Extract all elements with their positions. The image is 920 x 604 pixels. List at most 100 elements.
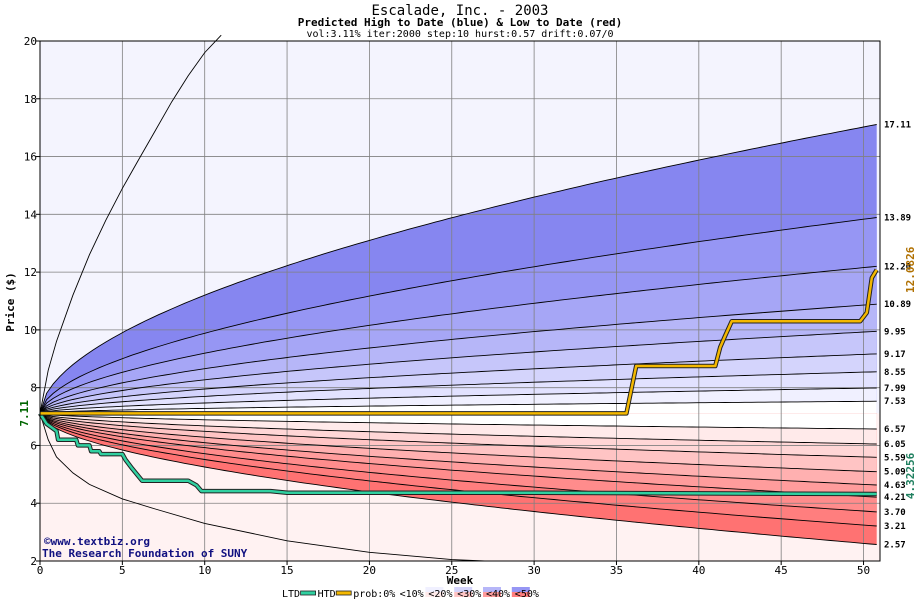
y-tick-label: 16	[24, 151, 37, 164]
x-tick-label: 25	[445, 564, 458, 577]
legend-label: <50%	[515, 589, 539, 600]
legend-item-0: LTD	[282, 589, 300, 600]
x-tick-label: 15	[280, 564, 293, 577]
right-level-label: 9.17	[884, 350, 906, 360]
quantile-line-1	[39, 387, 877, 414]
right-level-label: 4.63	[884, 481, 906, 491]
quantile-line-16	[39, 413, 877, 527]
legend-color-swatch	[483, 592, 501, 597]
legend-color-swatch	[396, 587, 415, 592]
legend-label: LTD	[282, 589, 300, 600]
right-level-label: 12.20	[884, 262, 911, 272]
legend-item-6: <40%	[483, 587, 510, 600]
quantile-line-5	[39, 303, 877, 414]
y-tick-label: 18	[24, 93, 37, 106]
high-to-date-path	[40, 269, 878, 415]
x-tick-label: 20	[363, 564, 376, 577]
legend: LTD HTD prob:0% <10% <20% <30% <40% <50%	[282, 587, 539, 600]
right-level-label: 7.99	[884, 384, 906, 394]
legend-color-swatch	[454, 587, 473, 592]
quantile-line-8	[39, 124, 877, 414]
legend-item-1: HTD	[300, 589, 336, 600]
legend-color-swatch	[425, 587, 444, 592]
right-level-label: 2.57	[884, 541, 906, 551]
end-high-price-label: 12.0826	[904, 246, 917, 293]
legend-label: <10%	[400, 589, 424, 600]
quantile-line-3	[39, 353, 877, 414]
x-axis-label: Week	[447, 574, 474, 587]
legend-color-swatch	[483, 587, 501, 592]
right-level-label: 9.95	[884, 327, 906, 337]
plot-frame	[39, 40, 881, 562]
y-tick-labels: 2 4 6 8 10 12 14 16 18 20	[24, 35, 40, 568]
high-band-0	[40, 401, 877, 414]
y-tick-label: 6	[30, 439, 37, 452]
quantile-line-15	[39, 413, 877, 513]
legend-item-7: <50%	[511, 587, 539, 600]
y-tick-label: 20	[24, 35, 37, 48]
right-level-label: 17.11	[884, 120, 911, 130]
right-level-label: 10.89	[884, 300, 911, 310]
envelope-high-line	[39, 34, 222, 414]
legend-label: <40%	[486, 589, 510, 600]
x-tick-label: 45	[775, 564, 788, 577]
x-tick-label: 50	[857, 564, 870, 577]
legend-color-swatch	[511, 587, 530, 592]
right-level-label: 3.70	[884, 508, 906, 518]
quantile-line-14	[39, 413, 877, 498]
quantile-line-0	[39, 400, 877, 414]
legend-color-swatch	[396, 592, 415, 597]
y-tick-label: 12	[24, 266, 37, 279]
quantile-line-10	[39, 412, 877, 445]
x-tick-labels: 0 5 10 15 20 25 30 35 40 45 50	[37, 561, 870, 577]
end-low-price-label: 4.32256	[904, 452, 917, 499]
x-tick-label: 0	[37, 564, 44, 577]
chart-title: Escalade, Inc. - 2003	[371, 3, 548, 19]
x-tick-label: 40	[692, 564, 705, 577]
y-tick-label: 14	[24, 208, 38, 221]
chart-params: vol:3.11% iter:2000 step:10 hurst:0.57 d…	[306, 29, 613, 40]
y-axis-label: Price ($)	[4, 272, 17, 332]
right-level-labels: 17.11 13.89 12.20 10.89 9.95 9.17 8.55 7.99 7.53…	[884, 120, 911, 550]
right-level-label: 7.53	[884, 397, 906, 407]
quantile-line-12	[39, 413, 877, 473]
legend-item-2: prob:0%	[335, 589, 395, 600]
quantile-line-17	[39, 413, 877, 545]
credit-site: ©www.textbiz.org	[44, 535, 150, 548]
probability-bands	[40, 41, 880, 561]
start-price-label: 7.11	[18, 400, 31, 427]
quantile-line-4	[39, 330, 877, 414]
legend-line-swatch	[300, 590, 317, 596]
y-tick-label: 2	[30, 555, 37, 568]
right-level-label: 5.09	[884, 468, 906, 478]
right-level-label: 6.57	[884, 425, 906, 435]
right-level-label: 8.55	[884, 368, 906, 378]
quantile-line-13	[39, 413, 877, 486]
right-level-label: 6.05	[884, 440, 906, 450]
legend-color-swatch	[425, 592, 444, 597]
y-tick-label: 4	[30, 497, 37, 510]
legend-label: <20%	[428, 589, 452, 600]
low-to-date-path	[38, 412, 877, 496]
x-tick-label: 30	[527, 564, 540, 577]
right-level-label: 4.21	[884, 493, 906, 503]
x-tick-label: 5	[119, 564, 126, 577]
quantile-line-9	[39, 412, 877, 430]
grid-lines	[39, 40, 880, 562]
credit-org: The Research Foundation of SUNY	[42, 547, 248, 560]
credit-block: ©www.textbiz.org The Research Foundation…	[42, 535, 248, 560]
legend-item-4: <20%	[425, 587, 452, 600]
right-level-label: 13.89	[884, 214, 911, 224]
envelope-lines	[39, 34, 485, 562]
envelope-low-line	[39, 413, 485, 562]
price-paths	[38, 268, 879, 497]
low-band-0	[40, 413, 877, 429]
legend-color-swatch	[454, 592, 473, 597]
quantile-line-6	[39, 265, 877, 414]
legend-color-swatch	[511, 592, 530, 597]
right-level-label: 5.59	[884, 453, 906, 463]
legend-item-5: <30%	[454, 587, 481, 600]
quantile-line-7	[39, 217, 877, 414]
